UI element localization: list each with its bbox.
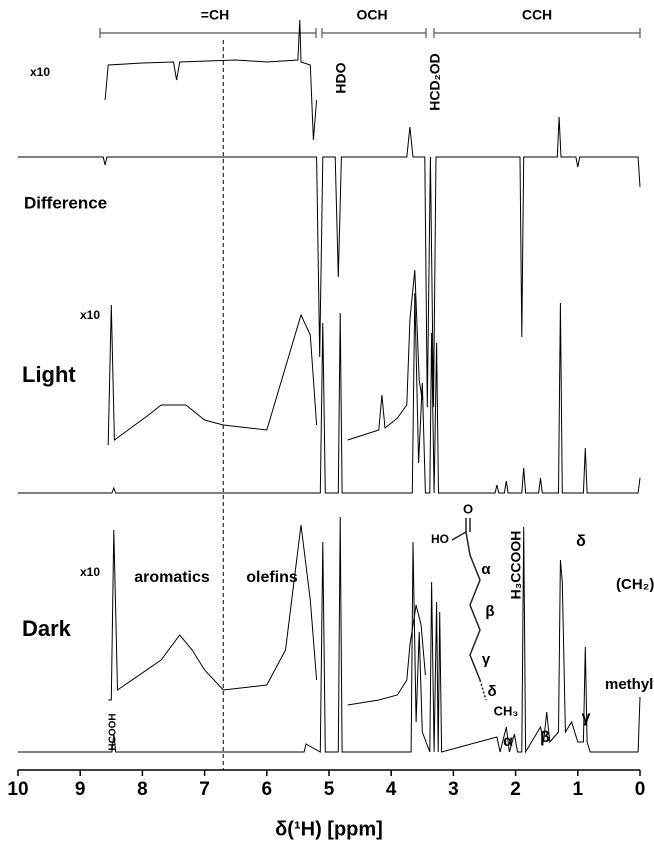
x-tick-label: 0 [635, 779, 646, 800]
spectrum [18, 116, 641, 408]
annotation: HDO [333, 62, 349, 93]
x-tick-label: 9 [75, 779, 86, 800]
region-label: OCH [356, 7, 387, 23]
structure-label: γ [482, 651, 491, 668]
region-brackets [99, 28, 641, 38]
annotation: H₃CCOOH [508, 531, 524, 600]
spectrum [18, 516, 641, 754]
spectrum [347, 269, 423, 441]
structure-label: δ [487, 683, 496, 700]
panel-label: Difference [24, 193, 107, 212]
x-tick-label: 4 [386, 779, 397, 800]
spectrum [108, 524, 318, 701]
structure-label: β [485, 603, 494, 620]
annotation: (CH₂)ₙ [616, 576, 654, 593]
panel-label: Light [22, 362, 76, 387]
spectrum [18, 292, 641, 494]
x-tick-label: 1 [573, 779, 584, 800]
annotation: δ [576, 533, 586, 550]
annotation: olefins [246, 569, 298, 586]
x-axis-label: δ(¹H) [ppm] [275, 818, 383, 840]
x-tick-label: 8 [137, 779, 148, 800]
spectrum [347, 604, 426, 706]
scale-label: x10 [30, 65, 50, 79]
annotation: γ [582, 709, 591, 726]
x-tick-label: 6 [262, 779, 273, 800]
spectrum [104, 19, 318, 141]
annotation: β [540, 729, 550, 746]
spectrum [107, 304, 318, 446]
structure-label: HO [431, 532, 449, 546]
structure-label: α [481, 561, 491, 578]
annotation: HCD₂OD [427, 53, 443, 111]
structure [451, 518, 487, 701]
x-tick-label: 2 [510, 779, 521, 800]
annotation: aromatics [134, 569, 210, 586]
structure-label: CH₃ [494, 703, 519, 718]
x-tick-label: 10 [7, 779, 28, 800]
annotation: HCOOH [108, 713, 119, 750]
region-label: =CH [201, 7, 229, 23]
panel-label: Dark [22, 616, 72, 641]
x-tick-label: 3 [448, 779, 459, 800]
x-tick-label: 7 [199, 779, 210, 800]
structure-label: O [463, 501, 473, 516]
annotation: methyl [605, 676, 653, 693]
scale-label: x10 [80, 308, 100, 322]
scale-label: x10 [80, 565, 100, 579]
region-label: CCH [522, 7, 552, 23]
x-tick-label: 5 [324, 779, 335, 800]
